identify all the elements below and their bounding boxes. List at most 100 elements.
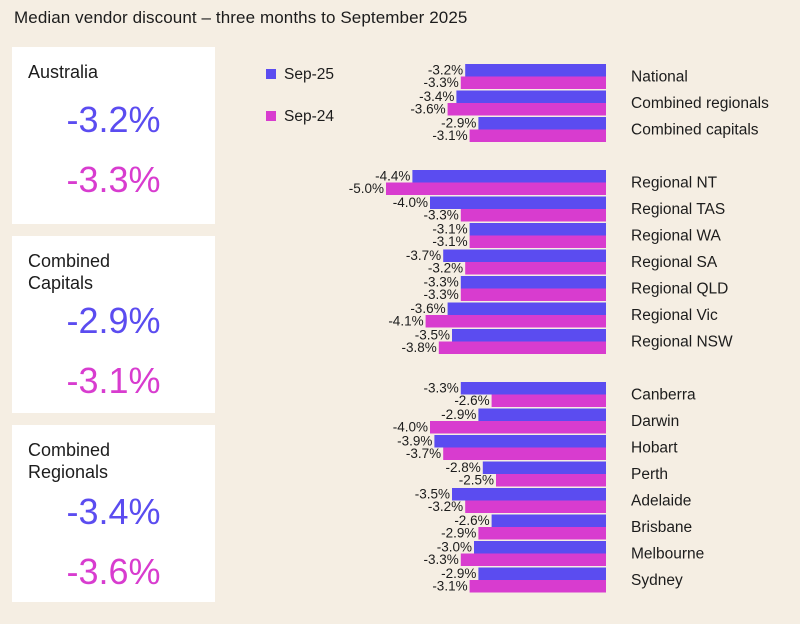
data-label: -4.0% [393, 420, 428, 435]
bar [452, 329, 606, 342]
bar [469, 235, 606, 248]
category-label: Brisbane [631, 519, 692, 536]
data-label: -3.8% [402, 340, 437, 355]
data-label: -3.3% [424, 208, 459, 223]
category-label: Regional NSW [631, 334, 733, 351]
bar [430, 196, 606, 209]
data-label: -3.3% [424, 381, 459, 396]
bar [478, 527, 606, 540]
card-label: Combined Regionals [28, 440, 111, 482]
category-label: Regional WA [631, 228, 722, 245]
card-label: Combined Capitals [28, 251, 111, 293]
bar [412, 170, 606, 183]
card-value-sep25: -3.2% [66, 99, 161, 140]
bar [386, 182, 606, 195]
data-label: -2.5% [459, 473, 494, 488]
legend-label: Sep-25 [284, 66, 334, 83]
card-value-sep24: -3.1% [66, 360, 161, 401]
data-label: -2.9% [441, 407, 476, 422]
category-label: Regional TAS [631, 201, 725, 218]
chart-title: Median vendor discount – three months to… [14, 8, 468, 27]
data-label: -2.9% [441, 116, 476, 131]
data-label: -2.6% [454, 393, 489, 408]
bar [434, 435, 606, 448]
data-label: -3.1% [432, 222, 467, 237]
card-value-sep24: -3.3% [66, 159, 161, 200]
data-label: -4.1% [388, 314, 423, 329]
card-value-sep25: -3.4% [66, 491, 161, 532]
category-label: Regional NT [631, 175, 718, 192]
data-label: -3.5% [415, 328, 450, 343]
bar [478, 117, 606, 130]
combined-capitals-card: Combined Capitals -2.9% -3.1% [12, 236, 215, 413]
data-label: -3.2% [428, 499, 463, 514]
bar [443, 249, 606, 262]
combined-regionals-card: Combined Regionals -3.4% -3.6% [12, 425, 215, 602]
data-label: -2.6% [454, 513, 489, 528]
bar [469, 129, 606, 142]
category-label: Regional SA [631, 254, 718, 271]
data-label: -3.5% [415, 487, 450, 502]
category-label: Melbourne [631, 546, 704, 563]
data-label: -4.4% [375, 169, 410, 184]
category-label: Adelaide [631, 493, 691, 510]
category-label: Canberra [631, 387, 696, 404]
australia-card: Australia -3.2% -3.3% [12, 47, 215, 224]
data-label: -3.3% [424, 275, 459, 290]
legend-label: Sep-24 [284, 108, 334, 125]
bar [460, 553, 606, 566]
data-label: -3.3% [424, 552, 459, 567]
bar [425, 315, 606, 328]
category-label: Regional QLD [631, 281, 728, 298]
bar [452, 488, 606, 501]
category-label: Combined capitals [631, 122, 759, 139]
bar [465, 64, 606, 77]
data-label: -3.0% [437, 540, 472, 555]
data-label: -3.7% [406, 446, 441, 461]
bar [456, 90, 606, 103]
bar [482, 461, 606, 474]
bar [478, 567, 606, 580]
bar [469, 223, 606, 236]
data-label: -5.0% [349, 181, 384, 196]
data-label: -3.1% [432, 128, 467, 143]
card-value-sep25: -2.9% [66, 300, 161, 341]
legend-swatch [266, 111, 276, 121]
legend-swatch [266, 69, 276, 79]
bar [460, 76, 606, 89]
bar [430, 421, 606, 434]
bar [460, 288, 606, 301]
bar [447, 302, 606, 315]
data-label: -3.2% [428, 63, 463, 78]
card-value-sep24: -3.6% [66, 551, 161, 592]
card-label: Australia [28, 62, 99, 82]
data-label: -3.1% [432, 579, 467, 594]
bar [460, 209, 606, 222]
category-label: Sydney [631, 572, 683, 589]
data-label: -4.0% [393, 195, 428, 210]
category-label: Hobart [631, 440, 678, 457]
category-label: National [631, 69, 688, 86]
bar [465, 262, 606, 275]
data-label: -3.6% [410, 301, 445, 316]
data-label: -3.3% [424, 75, 459, 90]
category-label: Regional Vic [631, 307, 718, 324]
category-label: Perth [631, 466, 668, 483]
bar [469, 580, 606, 593]
category-label: Combined regionals [631, 95, 769, 112]
bar [460, 382, 606, 395]
data-label: -3.1% [432, 234, 467, 249]
data-label: -3.2% [428, 261, 463, 276]
data-label: -3.4% [419, 89, 454, 104]
data-label: -2.8% [446, 460, 481, 475]
bar [438, 341, 606, 354]
data-label: -3.6% [410, 102, 445, 117]
data-label: -2.9% [441, 526, 476, 541]
bar [478, 408, 606, 421]
bar [491, 514, 606, 527]
data-label: -2.9% [441, 566, 476, 581]
bar [460, 276, 606, 289]
bar [491, 394, 606, 407]
data-label: -3.3% [424, 287, 459, 302]
